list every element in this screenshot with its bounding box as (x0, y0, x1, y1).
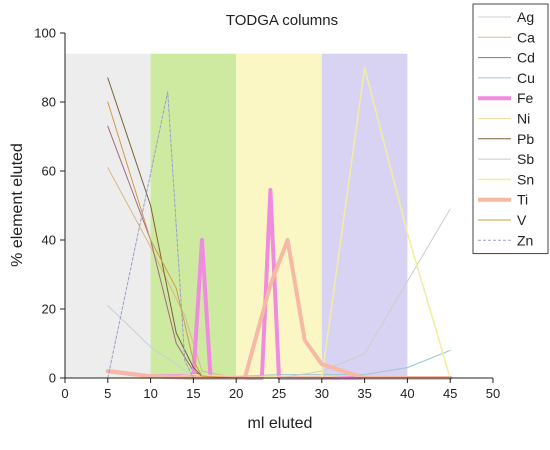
x-tick-label: 0 (61, 386, 68, 401)
legend-label-sb: Sb (517, 151, 534, 167)
legend-label-ca: Ca (517, 29, 535, 45)
x-tick-label: 40 (400, 386, 414, 401)
y-tick-label: 40 (42, 233, 56, 248)
background-bands (65, 53, 408, 378)
background-band-4 (321, 53, 408, 378)
legend-label-ni: Ni (517, 111, 530, 127)
x-tick-label: 10 (143, 386, 157, 401)
x-axis-ticks: 0 5 10 15 20 25 30 35 40 45 50 (61, 378, 500, 401)
x-tick-label: 15 (186, 386, 200, 401)
y-tick-label: 0 (49, 371, 56, 386)
legend-label-v: V (517, 212, 527, 228)
legend-label-ti: Ti (517, 192, 528, 208)
y-axis-title: % element eluted (9, 143, 26, 267)
x-tick-label: 30 (315, 386, 329, 401)
legend-label-fe: Fe (517, 90, 534, 106)
legend-label-cu: Cu (517, 70, 535, 86)
y-tick-label: 100 (34, 26, 56, 41)
legend-label-zn: Zn (517, 232, 533, 248)
legend-label-ag: Ag (517, 9, 534, 25)
legend-label-pb: Pb (517, 131, 534, 147)
y-tick-label: 60 (42, 164, 56, 179)
legend-label-sn: Sn (517, 171, 534, 187)
legend-box (472, 3, 549, 255)
chart-title: TODGA columns (226, 12, 338, 29)
background-band-3 (236, 53, 322, 378)
legend-label-cd: Cd (517, 50, 535, 66)
y-axis-ticks: 0 20 40 60 80 100 (34, 26, 65, 386)
x-tick-label: 25 (272, 386, 286, 401)
legend: Ag Ca Cd Cu Fe Ni Pb Sb Sn Ti V Zn (472, 3, 549, 255)
background-band-1 (65, 53, 151, 378)
background-band-2 (150, 53, 237, 378)
y-tick-label: 80 (42, 95, 56, 110)
x-tick-label: 45 (443, 386, 457, 401)
x-tick-label: 5 (104, 386, 111, 401)
x-tick-label: 35 (357, 386, 371, 401)
x-tick-label: 20 (229, 386, 243, 401)
y-tick-label: 20 (42, 302, 56, 317)
x-tick-label: 50 (486, 386, 500, 401)
x-axis-title: ml eluted (248, 415, 313, 432)
